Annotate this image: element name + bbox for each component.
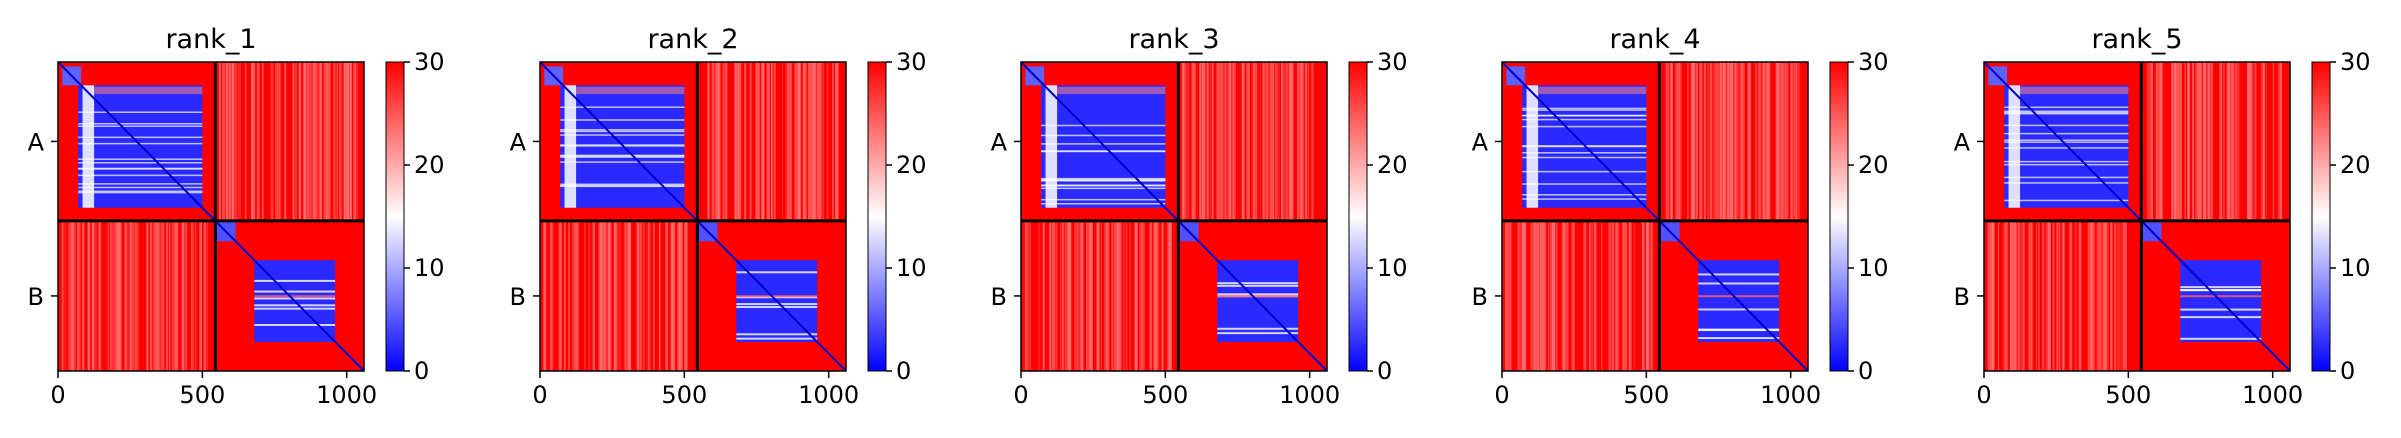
diagonal — [57, 61, 365, 372]
chain-label: A — [991, 128, 1008, 156]
heatmap-panel: rank_2 0 500 1000 A B 0 10 20 30 — [510, 24, 927, 409]
colorbar-tick-label: 10 — [1377, 254, 1408, 282]
chain-label: B — [991, 283, 1007, 311]
heatmap-panel: rank_4 0 500 1000 A B 0 10 20 30 — [1472, 24, 1889, 409]
x-tick-label: 0 — [1494, 381, 1509, 409]
axes-frame — [1501, 61, 1809, 372]
panel-title: rank_4 — [1609, 24, 1700, 55]
chain-label: A — [28, 128, 45, 156]
chain-b-low-error-block — [697, 220, 818, 342]
x-tick-label: 500 — [1142, 381, 1188, 409]
x-tick-label: 0 — [50, 381, 65, 409]
offdiag-texture — [1504, 62, 1801, 371]
offdiag-texture — [61, 62, 359, 371]
chain-label: B — [28, 283, 44, 311]
colorbar — [385, 61, 405, 372]
colorbar — [1348, 61, 1368, 372]
panel-title: rank_1 — [165, 24, 256, 55]
x-tick-label: 1000 — [2242, 381, 2303, 409]
chain-label: B — [1954, 283, 1970, 311]
axes-frame — [539, 61, 847, 372]
chain-label: A — [510, 128, 527, 156]
x-tick-label: 1000 — [1279, 381, 1340, 409]
colorbar-tick-label: 10 — [414, 254, 445, 282]
colorbar-tick-label: 0 — [414, 357, 429, 385]
x-tick-label: 1000 — [1760, 381, 1821, 409]
panel-title: rank_5 — [2091, 24, 2182, 55]
colorbar — [2311, 61, 2331, 372]
colorbar-tick-label: 0 — [1377, 357, 1392, 385]
axes-frame — [57, 61, 365, 372]
offdiag-texture — [1987, 62, 2283, 371]
colorbar-tick-label: 20 — [1377, 151, 1408, 179]
chain-label: B — [1472, 283, 1488, 311]
x-tick-label: 500 — [2105, 381, 2151, 409]
colorbar-tick-label: 20 — [1858, 151, 1889, 179]
colorbar-tick-label: 20 — [896, 151, 927, 179]
colorbar-tick-label: 30 — [2340, 48, 2371, 76]
colorbar-tick-label: 30 — [896, 48, 927, 76]
diagonal — [1983, 61, 2291, 372]
colorbar-tick-label: 30 — [414, 48, 445, 76]
diagonal — [1020, 61, 1328, 372]
colorbar-tick-label: 30 — [1858, 48, 1889, 76]
x-tick-label: 500 — [179, 381, 225, 409]
x-tick-label: 1000 — [316, 381, 377, 409]
panel-title: rank_2 — [647, 24, 738, 55]
heatmap-panel: rank_1 0 500 1000 A B 0 10 20 30 — [28, 24, 445, 409]
colorbar-tick-label: 30 — [1377, 48, 1408, 76]
panel-title: rank_3 — [1128, 24, 1219, 55]
colorbar — [867, 61, 887, 372]
colorbar-tick-label: 20 — [414, 151, 445, 179]
heatmap-panel: rank_5 0 500 1000 A B 0 10 20 30 — [1954, 24, 2371, 409]
chain-label: A — [1472, 128, 1489, 156]
colorbar-tick-label: 0 — [2340, 357, 2355, 385]
colorbar-tick-label: 0 — [1858, 357, 1873, 385]
colorbar-tick-label: 10 — [1858, 254, 1889, 282]
x-tick-label: 0 — [1976, 381, 1991, 409]
axes-frame — [1983, 61, 2291, 372]
colorbar-tick-label: 10 — [2340, 254, 2371, 282]
offdiag-texture — [1024, 62, 1315, 371]
colorbar-tick-label: 0 — [896, 357, 911, 385]
diagonal — [539, 61, 847, 372]
chain-label: B — [510, 283, 526, 311]
x-tick-label: 1000 — [798, 381, 859, 409]
x-tick-label: 500 — [1623, 381, 1669, 409]
x-tick-label: 0 — [1013, 381, 1028, 409]
colorbar-tick-label: 10 — [896, 254, 927, 282]
chain-label: A — [1954, 128, 1971, 156]
x-tick-label: 500 — [661, 381, 707, 409]
offdiag-texture — [543, 62, 839, 371]
colorbar-tick-label: 20 — [2340, 151, 2371, 179]
axes-frame — [1020, 61, 1328, 372]
colorbar — [1829, 61, 1849, 372]
diagonal — [1501, 61, 1809, 372]
x-tick-label: 0 — [532, 381, 547, 409]
heatmap-panel: rank_3 0 500 1000 A B 0 10 20 30 — [991, 24, 1408, 409]
